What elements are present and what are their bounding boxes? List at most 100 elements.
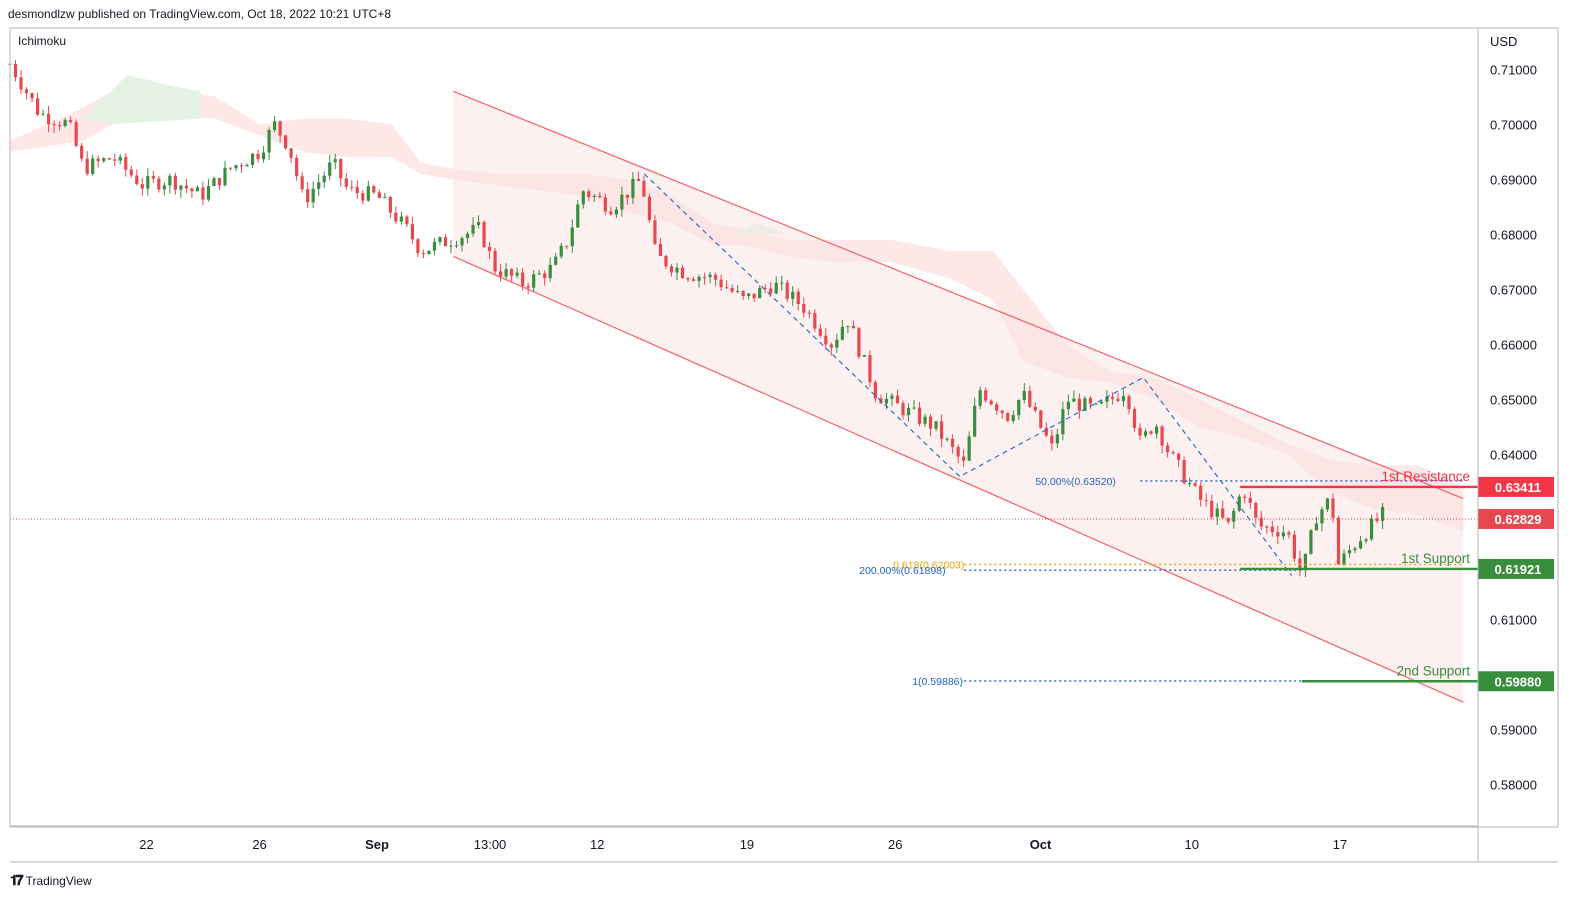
- y-tick-label: 0.71000: [1490, 62, 1537, 77]
- candle-body: [901, 403, 905, 416]
- candle-body: [24, 89, 29, 94]
- candle: [1265, 525, 1269, 534]
- candle-body: [912, 407, 916, 409]
- candle: [713, 272, 718, 287]
- candle-body: [1039, 410, 1043, 428]
- currency-label: USD: [1490, 34, 1518, 49]
- candle-body: [1369, 518, 1374, 540]
- candle-body: [1259, 517, 1263, 527]
- candle: [736, 285, 740, 294]
- y-tick-label: 0.67000: [1490, 282, 1537, 297]
- candle-body: [482, 221, 486, 248]
- indicator-label[interactable]: Ichimoku: [18, 34, 67, 48]
- candle: [1248, 491, 1252, 509]
- candle: [1000, 409, 1004, 419]
- candle-body: [642, 180, 646, 197]
- candle-body: [824, 335, 828, 345]
- candle: [702, 272, 707, 285]
- candle: [383, 192, 387, 199]
- y-tick-label: 0.64000: [1490, 448, 1537, 463]
- candle: [917, 402, 922, 427]
- candle-body: [322, 175, 326, 183]
- candle-body: [603, 197, 607, 212]
- candle: [829, 342, 833, 356]
- candle-body: [1331, 498, 1335, 518]
- candle: [465, 231, 470, 244]
- candle-body: [526, 285, 530, 288]
- x-tick-label: 26: [888, 837, 902, 852]
- candle: [74, 119, 78, 148]
- candle: [1232, 508, 1236, 529]
- axes: 0.71000 0.70000 0.69000 0.68000 0.67000 0.660…: [9, 27, 1559, 863]
- fibonacci-levels: 50.00%(0.63520) 0.618(0.62003)200.00%(0.6…: [643, 173, 1464, 688]
- candle-body: [1094, 403, 1098, 405]
- candle: [1028, 385, 1032, 409]
- level-price-tag: [1478, 671, 1554, 692]
- candle: [350, 180, 354, 192]
- candle: [1138, 423, 1142, 440]
- candle: [140, 177, 144, 196]
- candle-body: [736, 291, 740, 293]
- candle-body: [19, 77, 23, 90]
- candle: [978, 386, 982, 409]
- candle: [537, 270, 541, 276]
- candle: [223, 160, 227, 187]
- candle: [548, 257, 552, 282]
- candle: [1336, 515, 1341, 565]
- candle: [901, 400, 905, 420]
- candle-body: [1375, 518, 1379, 521]
- candle-body: [691, 279, 696, 281]
- candle-body: [228, 167, 233, 169]
- candle-body: [1011, 415, 1015, 421]
- candle-body: [69, 120, 73, 123]
- candle: [923, 413, 927, 427]
- candle: [1358, 536, 1363, 550]
- candle: [802, 297, 806, 318]
- candle-body: [818, 328, 822, 336]
- candle: [124, 153, 128, 177]
- candle-body: [620, 194, 624, 210]
- candle-body: [13, 63, 18, 78]
- candle: [256, 149, 260, 163]
- channel-lower-line: [453, 255, 1464, 703]
- candle: [195, 185, 200, 192]
- x-tick-label: 26: [252, 837, 266, 852]
- candle: [1039, 409, 1043, 429]
- candle-body: [890, 395, 894, 399]
- candle: [416, 237, 420, 258]
- candle-body: [780, 282, 784, 284]
- candle-body: [179, 185, 183, 190]
- candle-body: [234, 165, 238, 169]
- x-tick-label: 19: [740, 837, 754, 852]
- candle: [69, 116, 73, 124]
- candle-body: [58, 125, 62, 127]
- x-tick-label: 12: [590, 837, 604, 852]
- candle-body: [443, 237, 448, 247]
- candle-body: [454, 245, 459, 247]
- support-resistance-levels: 1st Resistance 0.63411 1st Support 0.61921 2…: [10, 469, 1554, 692]
- candle: [1204, 493, 1208, 507]
- candle-body: [344, 178, 348, 187]
- current-price-tag: [1478, 508, 1554, 529]
- candle: [80, 142, 84, 162]
- candle-body: [46, 113, 51, 125]
- fib-level-label: 50.00%(0.63520): [1035, 476, 1116, 488]
- chart-frame: [9, 27, 1559, 828]
- candle: [675, 263, 679, 281]
- candle: [129, 165, 133, 178]
- candle-body: [658, 243, 663, 256]
- candle-body: [713, 274, 718, 280]
- candle: [636, 171, 641, 181]
- y-tick-label: 0.58000: [1490, 778, 1537, 793]
- candle-body: [1061, 409, 1065, 435]
- x-tick-label: 17: [1333, 837, 1347, 852]
- candle: [1380, 503, 1385, 530]
- candle-body: [543, 273, 547, 279]
- candle-body: [1171, 452, 1175, 454]
- candle-body: [372, 186, 376, 193]
- candle-body: [1077, 398, 1081, 411]
- candle: [377, 189, 381, 199]
- candle: [631, 171, 635, 205]
- candle: [912, 400, 916, 410]
